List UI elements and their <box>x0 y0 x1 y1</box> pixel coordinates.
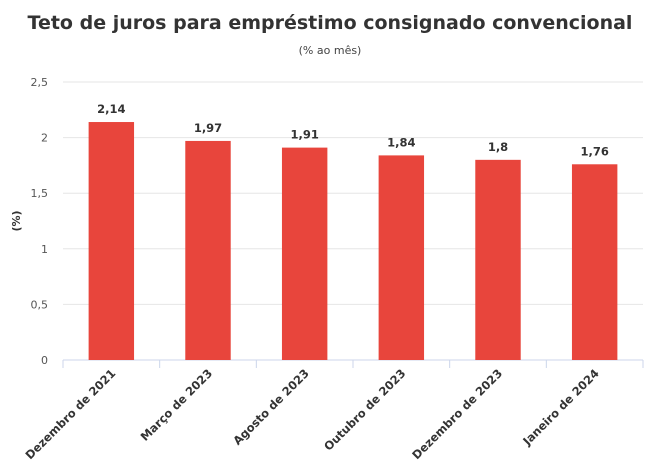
data-label: 1,76 <box>580 144 608 158</box>
data-label: 1,84 <box>387 135 415 149</box>
bar <box>475 159 521 360</box>
data-label: 1,97 <box>194 121 222 135</box>
y-tick-label: 2 <box>41 132 48 145</box>
x-tick-label: Dezembro de 2023 <box>409 366 505 462</box>
x-tick-label: Janeiro de 2024 <box>519 366 601 448</box>
chart-title: Teto de juros para empréstimo consignado… <box>28 12 633 34</box>
y-tick-label: 0 <box>41 354 48 367</box>
bar <box>185 140 231 360</box>
x-tick-label: Outubro de 2023 <box>321 366 408 453</box>
bar <box>281 147 328 360</box>
y-tick-label: 2,5 <box>31 76 49 89</box>
chart-subtitle: (% ao mês) <box>299 44 362 57</box>
x-tick-label: Agosto de 2023 <box>230 366 312 448</box>
data-label: 1,91 <box>290 128 318 142</box>
y-tick-label: 1,5 <box>31 187 49 200</box>
bar <box>571 164 618 360</box>
gridlines <box>62 81 644 368</box>
y-axis-ticks: 0 0,5 1 1,5 2 2,5 <box>31 76 49 367</box>
data-labels: 2,14 1,97 1,91 1,84 1,8 1,76 <box>97 102 609 158</box>
data-label: 2,14 <box>97 102 125 116</box>
bar <box>378 155 425 360</box>
x-tick-label: Dezembro de 2021 <box>23 366 119 462</box>
y-tick-label: 0,5 <box>31 298 49 311</box>
bars <box>88 122 618 360</box>
y-tick-label: 1 <box>41 243 48 256</box>
bar <box>88 122 135 360</box>
y-axis-label: (%) <box>10 210 23 231</box>
x-tick-label: Março de 2023 <box>138 366 216 444</box>
x-axis-ticks: Dezembro de 2021 Março de 2023 Agosto de 2… <box>23 366 602 462</box>
data-label: 1,8 <box>488 140 508 154</box>
